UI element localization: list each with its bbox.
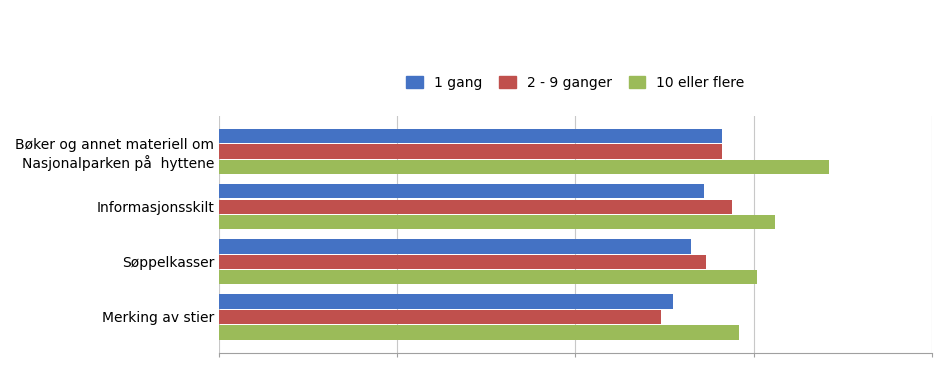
Bar: [219, 310, 661, 324]
Bar: [219, 270, 758, 285]
Legend: 1 gang, 2 - 9 ganger, 10 eller flere: 1 gang, 2 - 9 ganger, 10 eller flere: [401, 70, 750, 96]
Bar: [219, 199, 732, 214]
Bar: [219, 144, 722, 159]
Bar: [219, 325, 740, 340]
Bar: [219, 160, 829, 174]
Bar: [219, 215, 775, 230]
Bar: [219, 239, 691, 254]
Bar: [219, 255, 706, 269]
Bar: [219, 129, 722, 143]
Bar: [219, 294, 673, 309]
Bar: [219, 184, 704, 198]
